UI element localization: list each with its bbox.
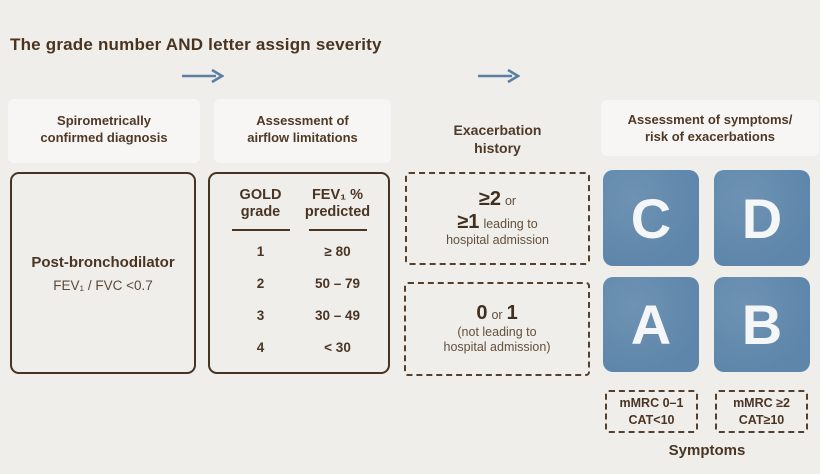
symptom-criteria-high-box: mMRC ≥2 CAT≥10 xyxy=(715,390,808,433)
page-title: The grade number AND letter assign sever… xyxy=(10,35,382,54)
table-cell-fev: ≥ 80 xyxy=(324,244,351,260)
table-cell-fev: 30 – 49 xyxy=(314,308,361,324)
diagnosis-criteria: FEV₁ / FVC <0.7 xyxy=(53,277,153,293)
diagnosis-title: Post-bronchodilator xyxy=(31,253,175,271)
column-underline xyxy=(231,228,290,231)
exacerbation-low-line1: 0 or 1 xyxy=(476,302,518,325)
group-b-cell: B xyxy=(714,277,810,372)
column-underline xyxy=(308,228,367,231)
gold-table-header: GOLD grade FEV₁ % predicted xyxy=(222,187,376,233)
table-cell-grade: 1 xyxy=(256,244,265,260)
column-header-symptoms-risk: Assessment of symptoms/ risk of exacerba… xyxy=(627,112,793,144)
column-header-diagnosis: Spirometrically confirmed diagnosis xyxy=(40,113,168,145)
exacerbation-high-line2: ≥1 leading to xyxy=(457,210,538,233)
exacerbation-high-line1: ≥2 or xyxy=(478,188,517,211)
group-a-cell: A xyxy=(603,277,699,372)
exacerbation-low-line3: hospital admission) xyxy=(443,340,551,355)
exacerbation-low-risk-box: 0 or 1 (not leading to hospital admission) xyxy=(404,282,590,376)
gold-table-rows: 1 ≥ 80 2 50 – 79 3 30 – 49 4 < 30 xyxy=(222,236,376,364)
flow-arrow-icon xyxy=(182,68,224,84)
header-panel-symptoms-risk xyxy=(601,100,819,156)
header-panel-diagnosis xyxy=(8,99,200,163)
table-cell-grade: 3 xyxy=(256,308,265,324)
header-panel-airflow xyxy=(214,99,391,163)
group-c-cell: C xyxy=(603,170,699,266)
symptoms-axis-label: Symptoms xyxy=(668,442,746,459)
flow-arrow-icon xyxy=(478,68,520,84)
exacerbation-high-risk-box: ≥2 or ≥1 leading to hospital admission xyxy=(405,172,590,265)
symptom-criteria-low-box: mMRC 0–1 CAT<10 xyxy=(605,390,698,433)
gold-grade-column-header: GOLD grade xyxy=(239,187,282,221)
table-cell-grade: 2 xyxy=(256,276,265,292)
diagnosis-box: Post-bronchodilator FEV₁ / FVC <0.7 xyxy=(10,172,196,374)
gold-grade-table: GOLD grade FEV₁ % predicted 1 ≥ 80 2 50 … xyxy=(208,172,390,374)
table-cell-fev: < 30 xyxy=(324,340,351,356)
column-header-airflow: Assessment of airflow limitations xyxy=(247,113,358,145)
exacerbation-low-line2: (not leading to xyxy=(457,324,537,339)
exacerbation-high-line3: hospital admission xyxy=(446,233,549,248)
column-header-exacerbation: Exacerbation history xyxy=(453,122,542,156)
table-cell-grade: 4 xyxy=(256,340,265,356)
group-d-cell: D xyxy=(714,170,810,266)
fev-predicted-column-header: FEV₁ % predicted xyxy=(304,187,371,221)
table-cell-fev: 50 – 79 xyxy=(314,276,361,292)
